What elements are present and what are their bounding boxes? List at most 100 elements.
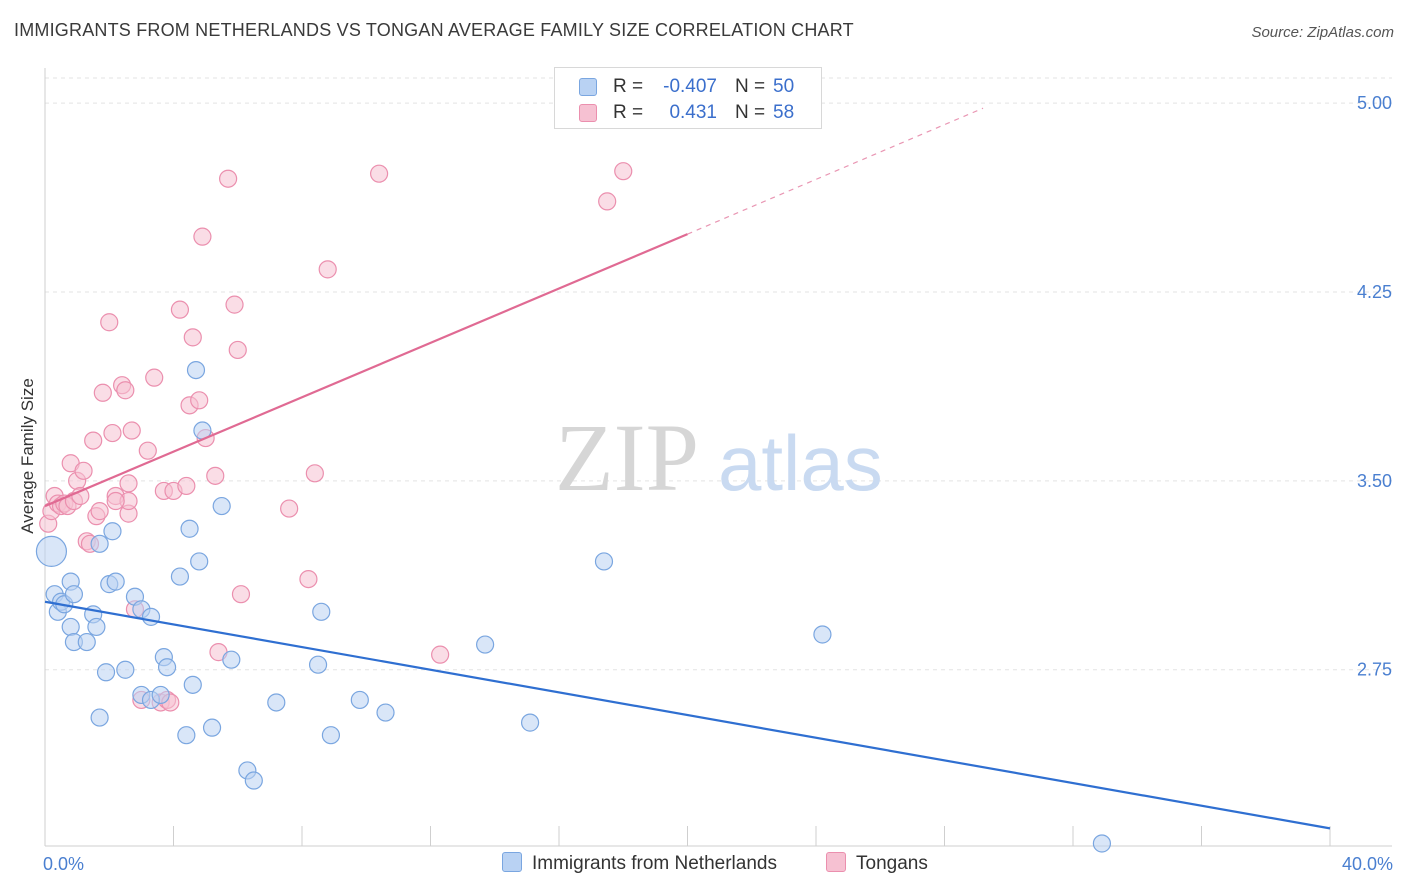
tongans-point [431, 645, 450, 664]
tongans-point [318, 260, 337, 279]
tongans-point [614, 162, 633, 181]
y-tick-label: 4.25 [1357, 282, 1392, 302]
gridlines [45, 77, 1392, 671]
y-tick-label: 2.75 [1357, 660, 1392, 680]
tongans-point [90, 502, 109, 521]
netherlands-point [103, 522, 122, 541]
netherlands-points [35, 360, 1112, 853]
tongans-trend-extension [687, 107, 984, 235]
n-label: N = [735, 76, 766, 97]
netherlands-point [116, 660, 135, 679]
tongans-point [93, 383, 112, 402]
r-value: 0.431 [669, 102, 717, 123]
netherlands-point [267, 693, 286, 712]
tongans-point [190, 391, 209, 410]
tongans-point [170, 300, 190, 319]
tongans-point [177, 476, 196, 496]
netherlands-point [312, 602, 331, 621]
netherlands-point [177, 726, 196, 745]
tongans-point [299, 569, 318, 589]
x-tick-label: 0.0% [43, 854, 84, 874]
tongans-point [231, 585, 251, 604]
netherlands-point [308, 655, 328, 674]
tongans-point [225, 295, 244, 314]
tongans-point [183, 328, 202, 347]
tongans-point [219, 169, 238, 188]
netherlands-point [350, 690, 369, 710]
tongans-point [103, 423, 122, 443]
netherlands-point [1092, 834, 1112, 853]
tongans-point [84, 431, 103, 450]
netherlands-point [813, 625, 832, 644]
netherlands-point [87, 617, 106, 637]
netherlands-point [157, 658, 177, 677]
trend-lines [44, 107, 1331, 830]
r-label: R = [613, 102, 644, 123]
netherlands-point [61, 617, 80, 637]
tongans-trend-line [44, 233, 688, 508]
legend-label-tongans: Tongans [856, 853, 928, 874]
netherlands-point [106, 572, 125, 591]
legend-item-tongans: Tongans [826, 852, 928, 875]
tongans-point [100, 313, 119, 332]
netherlands-point [151, 685, 170, 705]
netherlands-point [476, 635, 495, 654]
tongans-points [39, 162, 633, 712]
blue-swatch-icon [502, 852, 522, 872]
netherlands-point [186, 360, 206, 380]
legend-row-netherlands: R = -0.407 N = 50 [555, 75, 821, 101]
tongans-point [598, 192, 617, 211]
tongans-point [370, 164, 389, 183]
netherlands-point [183, 675, 202, 694]
tick-labels: 2.75 3.50 4.25 5.00 0.0% 40.0% [43, 93, 1393, 874]
tongans-point [119, 474, 138, 493]
tongans-point [228, 340, 247, 360]
watermark: ZIP atlas [555, 404, 883, 511]
tongans-point [206, 466, 225, 485]
netherlands-point [202, 718, 222, 737]
legend-item-netherlands: Immigrants from Netherlands [502, 852, 777, 875]
pink-swatch-icon [579, 104, 597, 122]
netherlands-point [376, 703, 395, 722]
pink-swatch-icon [826, 852, 846, 872]
n-label: N = [735, 102, 766, 123]
chart-title: IMMIGRANTS FROM NETHERLANDS VS TONGAN AV… [14, 20, 854, 40]
y-tick-label: 5.00 [1357, 93, 1392, 113]
netherlands-point [321, 726, 341, 745]
netherlands-trend-line [44, 600, 1331, 830]
netherlands-point [222, 650, 241, 669]
correlation-legend: R = -0.407 N = 50 R = 0.431 N = 58 [554, 67, 822, 129]
y-tick-label: 3.50 [1357, 471, 1392, 491]
netherlands-point [64, 585, 84, 604]
netherlands-point [594, 552, 614, 571]
netherlands-point [90, 708, 109, 727]
tongans-point [74, 461, 93, 480]
netherlands-point [244, 771, 263, 790]
netherlands-point [77, 632, 96, 652]
netherlands-point [35, 535, 68, 567]
tongans-point [305, 464, 324, 483]
tongans-point [193, 227, 212, 246]
watermark-zip: ZIP [555, 404, 699, 511]
source-label: Source: ZipAtlas.com [1251, 24, 1394, 41]
r-value: -0.407 [663, 76, 717, 97]
netherlands-point [190, 552, 209, 571]
netherlands-point [96, 663, 116, 682]
netherlands-point [212, 496, 231, 516]
watermark-atlas: atlas [718, 419, 883, 507]
tongans-point [116, 381, 135, 400]
n-value: 50 [773, 76, 795, 97]
tongans-point [145, 368, 164, 387]
tongans-point [138, 441, 157, 460]
netherlands-point [141, 607, 161, 626]
netherlands-point [170, 567, 190, 586]
x-tick-label: 40.0% [1342, 854, 1393, 874]
tongans-point [106, 491, 125, 511]
netherlands-point [90, 534, 109, 553]
blue-swatch-icon [579, 78, 597, 96]
axes [44, 68, 1392, 847]
tongans-point [122, 421, 141, 440]
legend-label-netherlands: Immigrants from Netherlands [532, 853, 777, 874]
n-value: 58 [773, 102, 795, 123]
